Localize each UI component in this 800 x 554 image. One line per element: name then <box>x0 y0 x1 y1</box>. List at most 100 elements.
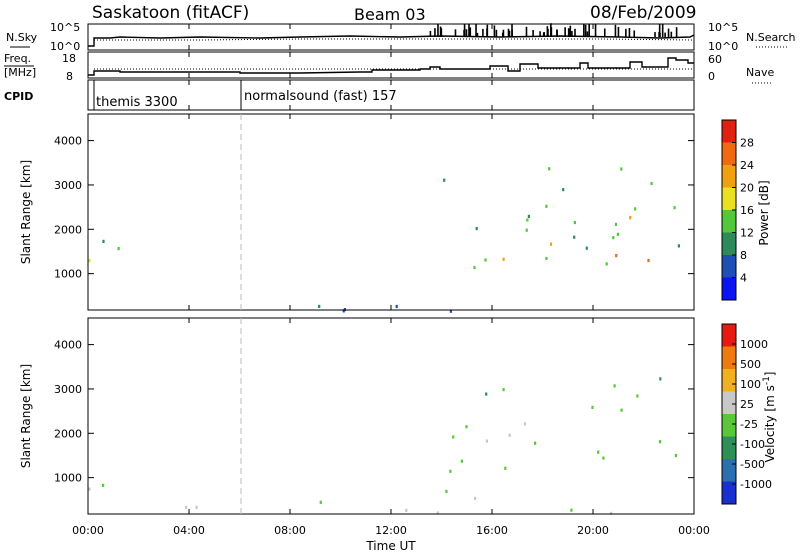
heatmap-cell <box>465 425 468 429</box>
colorbar-swatch <box>722 324 736 347</box>
heatmap-cell <box>549 242 553 246</box>
heatmap-cell <box>449 309 452 313</box>
heatmap-cell <box>562 188 565 192</box>
ytick-label: 1000 <box>54 268 82 281</box>
colorbar-tick-label: 16 <box>740 204 754 217</box>
heatmap-cell <box>647 258 650 263</box>
heatmap-cell <box>591 405 594 409</box>
colorbar-tick-label: 500 <box>740 358 761 371</box>
colorbar-swatch <box>722 459 736 482</box>
heatmap-cell <box>102 483 105 487</box>
colorbar-tick-label: 25 <box>740 398 754 411</box>
heatmap-cell <box>449 469 452 473</box>
heatmap-cell <box>475 226 478 231</box>
heatmap-cell <box>602 456 605 460</box>
heatmap-cell <box>102 239 105 243</box>
colorbar-swatch <box>722 391 736 415</box>
ytick-label: 4000 <box>54 135 82 148</box>
colorbar-tick-label: -100 <box>740 438 765 451</box>
heatmap-cell <box>613 384 616 388</box>
ytick-label: 2000 <box>54 223 82 236</box>
xtick-label: 04:00 <box>173 524 205 537</box>
colorbar-swatch <box>722 142 736 166</box>
heatmap-cell <box>474 496 477 500</box>
heatmap-cell <box>526 218 529 222</box>
freq-tick-top: 18 <box>62 52 76 65</box>
nave-tick-bottom: 0 <box>708 70 715 83</box>
ytick-label: 4000 <box>54 339 82 352</box>
colorbar-swatch <box>722 346 736 370</box>
heatmap-cell <box>443 178 446 182</box>
nsky-tick-top: 10^5 <box>50 21 80 34</box>
xtick-label: 00:00 <box>678 524 710 537</box>
date-title: 08/Feb/2009 <box>590 3 696 23</box>
heatmap-cell <box>195 505 198 509</box>
heatmap-cell <box>677 244 680 248</box>
heatmap-cell <box>570 508 573 512</box>
colorbar-tick-label: 4 <box>740 272 747 285</box>
station-title: Saskatoon (fitACF) <box>92 3 249 23</box>
heatmap-cell <box>605 262 608 266</box>
colorbar-swatch <box>722 187 736 211</box>
nave-tick-top: 60 <box>708 53 722 66</box>
ytick-label: 3000 <box>54 383 82 396</box>
heatmap-cell <box>616 232 619 236</box>
heatmap-cell <box>395 304 398 309</box>
xtick-label: 16:00 <box>476 524 508 537</box>
colorbar-swatch <box>722 232 736 256</box>
beam-title: Beam 03 <box>354 5 426 24</box>
heatmap-cell <box>445 489 448 493</box>
heatmap-cell <box>620 167 623 171</box>
ytick-label: 3000 <box>54 179 82 192</box>
heatmap-cell <box>405 508 408 512</box>
xtick-label: 20:00 <box>577 524 609 537</box>
colorbar-swatch <box>722 277 736 301</box>
heatmap-cell <box>573 220 576 225</box>
ytick-label: 1000 <box>54 472 82 485</box>
heatmap-cell <box>527 214 530 218</box>
colorbar-swatch <box>722 165 736 188</box>
colorbar-tick-label: -500 <box>740 458 765 471</box>
cpid-segment-normalsound: normalsound (fast) 157 <box>244 89 397 104</box>
heatmap-cell <box>636 394 639 398</box>
cpid-strip: CPID themis 3300 normalsound (fast) 157 <box>4 79 695 111</box>
velocity-colorbar-label: Velocity [m s-1] <box>762 372 777 463</box>
colorbar-tick-label: -1000 <box>740 478 772 491</box>
nave-label: Nave <box>746 66 774 79</box>
colorbar-tick-label: 1000 <box>740 338 768 351</box>
heatmap-cell <box>545 256 548 261</box>
heatmap-cell <box>485 439 488 443</box>
nsearch-trace <box>94 38 695 41</box>
heatmap-cell <box>615 254 618 258</box>
nsearch-label: N.Search <box>746 31 796 44</box>
xtick-label: 08:00 <box>274 524 306 537</box>
heatmap-cell <box>634 207 637 211</box>
heatmap-cell <box>523 422 527 426</box>
heatmap-cell <box>502 257 505 261</box>
power-heatmap <box>88 167 680 313</box>
colorbar-swatch <box>722 210 736 233</box>
nsky-trace <box>88 34 695 47</box>
power-ylabel: Slant Range [km] <box>19 160 33 264</box>
colorbar-swatch <box>722 436 736 460</box>
heatmap-cell <box>484 258 487 262</box>
heatmap-cell <box>674 453 677 458</box>
heatmap-cell <box>452 435 455 439</box>
nave-trace <box>88 57 694 76</box>
power-panel: 4000 3000 2000 1000 Slant Range [km] 28 24 20… <box>19 113 771 313</box>
heatmap-cell <box>88 259 91 263</box>
heatmap-cell <box>573 235 576 239</box>
freq-label: Freq. <box>4 52 31 65</box>
colorbar-tick-label: 28 <box>740 137 754 150</box>
colorbar-tick-label: 8 <box>740 249 747 262</box>
heatmap-cell <box>318 304 321 308</box>
colorbar-tick-label: -25 <box>740 418 758 431</box>
cpid-segment-themis: themis 3300 <box>96 95 178 110</box>
heatmap-cell <box>673 206 676 210</box>
heatmap-cell <box>319 500 322 504</box>
heatmap-cell <box>629 216 632 220</box>
heatmap-cell <box>659 377 662 381</box>
heatmap-cell <box>534 441 537 445</box>
colorbar-tick-label: 20 <box>740 182 754 195</box>
